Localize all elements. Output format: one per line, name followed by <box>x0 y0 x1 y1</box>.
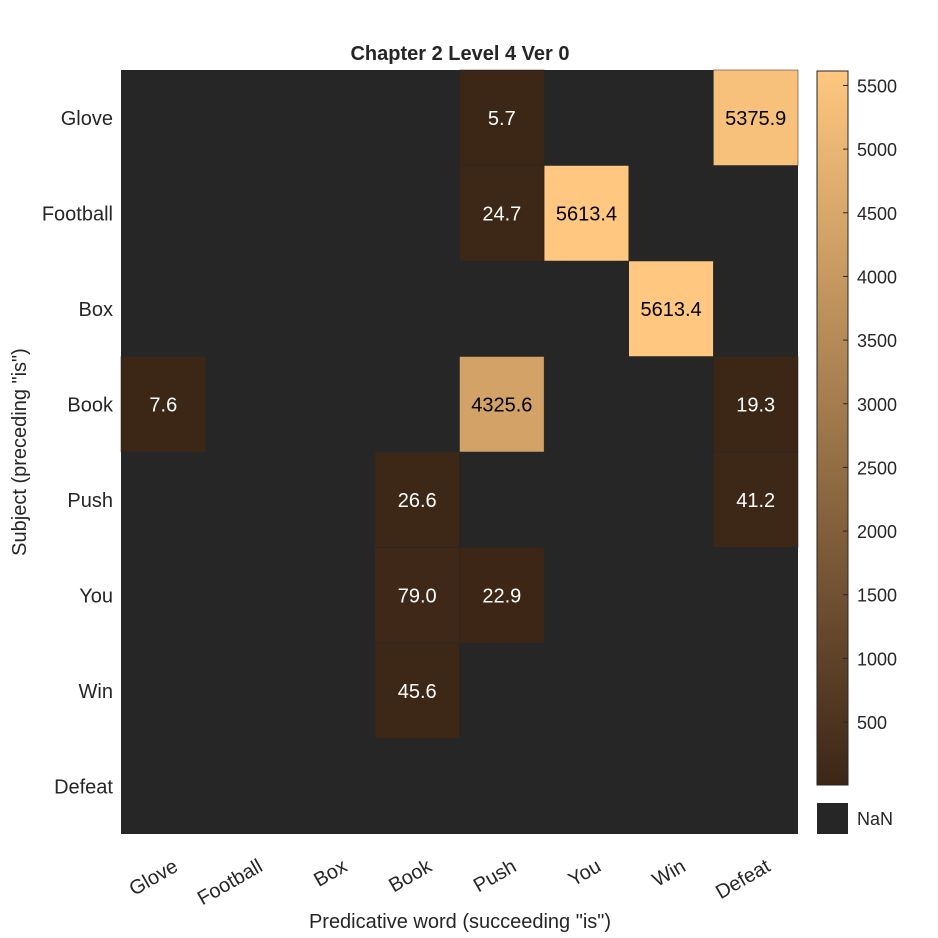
colorbar-tick-label: 3000 <box>857 395 897 415</box>
x-tick-label: Book <box>385 855 436 897</box>
heatmap-cell <box>120 356 206 453</box>
cell-value-label: 5.7 <box>488 108 516 130</box>
heatmap-cell <box>459 356 545 453</box>
nan-swatch <box>817 803 848 834</box>
y-tick-label: Defeat <box>54 776 113 798</box>
x-tick-label: Glove <box>126 855 182 900</box>
cell-value-label: 41.2 <box>736 490 775 512</box>
cell-value-label: 7.6 <box>149 394 177 416</box>
cell-value-label: 5613.4 <box>556 203 617 225</box>
y-axis-label: Subject (preceding "is") <box>9 348 31 556</box>
cell-value-label: 22.9 <box>482 585 521 607</box>
cell-value-label: 5375.9 <box>725 108 786 130</box>
colorbar-tick-label: 2000 <box>857 522 897 542</box>
y-tick-label: Box <box>79 299 113 321</box>
nan-label: NaN <box>857 809 893 829</box>
y-tick-label: Push <box>67 490 113 512</box>
heatmap-cell <box>713 451 799 548</box>
y-tick-label: You <box>79 585 113 607</box>
cell-value-label: 45.6 <box>398 681 437 703</box>
colorbar-tick-label: 1500 <box>857 586 897 606</box>
colorbar-gradient <box>816 70 849 786</box>
x-tick-label: You <box>565 855 605 891</box>
colorbar-tick-label: 5000 <box>857 140 897 160</box>
x-tick-label: Box <box>310 855 351 891</box>
chart-title: Chapter 2 Level 4 Ver 0 <box>350 43 569 65</box>
x-tick-label: Push <box>470 855 520 897</box>
x-tick-labels: Glove Football Box Book Push You Win Defeat <box>126 855 775 910</box>
heatmap-cell <box>713 69 799 166</box>
y-tick-label: Win <box>79 681 113 703</box>
x-tick-label: Win <box>649 855 690 891</box>
cell-value-label: 5613.4 <box>640 299 701 321</box>
cell-value-label: 19.3 <box>736 394 775 416</box>
cell-value-label: 26.6 <box>398 490 437 512</box>
heatmap-cells: 5.7 5375.9 24.7 5613.4 5613.4 7.6 4325.6 19.3 26… <box>120 69 799 834</box>
colorbar-tick-label: 1000 <box>857 649 897 669</box>
colorbar-tick-label: 4000 <box>857 267 897 287</box>
heatmap-cell <box>628 260 714 357</box>
cell-value-label: 4325.6 <box>471 394 532 416</box>
colorbar-tick-label: 2500 <box>857 458 897 478</box>
y-tick-labels: Glove Football Box Book Push You Win Defeat <box>42 108 114 799</box>
heatmap-cell <box>713 356 799 453</box>
x-axis-label: Predicative word (succeeding "is") <box>309 911 611 933</box>
heatmap-cell <box>543 165 629 262</box>
y-tick-label: Football <box>42 203 113 225</box>
colorbar-tick-label: 4500 <box>857 204 897 224</box>
heatmap-cell <box>374 451 460 548</box>
heatmap-cell <box>459 547 545 644</box>
y-tick-label: Glove <box>61 108 113 130</box>
colorbar-tick-label: 500 <box>857 713 887 733</box>
x-tick-label: Football <box>194 855 267 910</box>
heatmap-cell <box>459 165 545 262</box>
y-tick-label: Book <box>67 394 114 416</box>
cell-value-label: 79.0 <box>398 585 437 607</box>
cell-value-label: 24.7 <box>482 203 521 225</box>
x-tick-label: Defeat <box>712 855 774 904</box>
heatmap-cell <box>374 642 460 739</box>
colorbar-tick-label: 3500 <box>857 331 897 351</box>
colorbar-tick-label: 5500 <box>857 76 897 96</box>
heatmap-cell <box>459 69 545 166</box>
colorbar: 500 1000 1500 2000 2500 3000 3500 4000 4500 5000 5… <box>816 70 897 834</box>
